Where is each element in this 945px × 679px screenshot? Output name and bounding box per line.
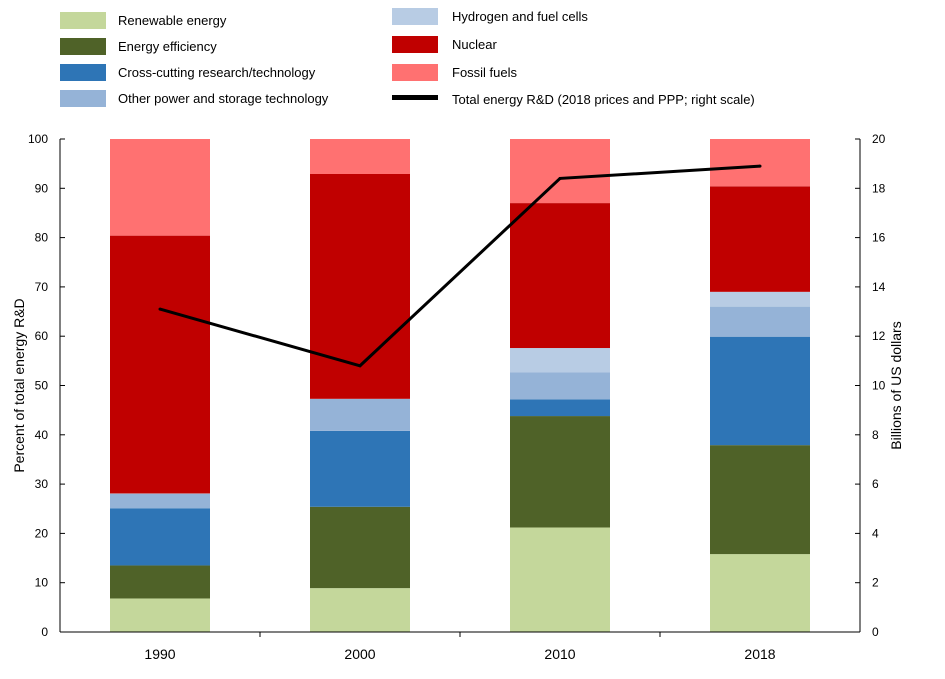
- y2-tick-label: 12: [872, 329, 886, 343]
- total-rd-line: [160, 166, 760, 366]
- y-axis-title: Percent of total energy R&D: [11, 298, 27, 472]
- y2-tick-label: 10: [872, 379, 886, 393]
- y2-axis-title: Billions of US dollars: [888, 321, 904, 449]
- legend-label: Fossil fuels: [452, 65, 518, 80]
- y2-tick-label: 14: [872, 280, 886, 294]
- y2-tick-label: 16: [872, 231, 886, 245]
- bar-segment-2000-0: [310, 588, 410, 632]
- y2-tick-label: 6: [872, 477, 879, 491]
- bar-segment-2018-3: [710, 307, 810, 337]
- legend-label: Energy efficiency: [118, 39, 217, 54]
- bar-segment-1990-1: [110, 565, 210, 598]
- x-tick-label: 1990: [144, 646, 175, 662]
- y-tick-label: 50: [35, 379, 49, 393]
- total-rd-point-2018: [759, 165, 762, 168]
- bar-segment-2010-6: [510, 139, 610, 203]
- legend-label: Cross-cutting research/technology: [118, 65, 316, 80]
- total-rd-point-1990: [159, 308, 162, 311]
- x-tick-label: 2010: [544, 646, 575, 662]
- y-tick-label: 70: [35, 280, 49, 294]
- bar-segment-1990-5: [110, 236, 210, 494]
- legend-label: Other power and storage technology: [118, 91, 329, 106]
- legend-label: Hydrogen and fuel cells: [452, 9, 588, 24]
- bar-segment-2018-1: [710, 445, 810, 554]
- bar-segment-2018-4: [710, 292, 810, 307]
- legend-swatch-4: [392, 8, 438, 25]
- line-layer: [159, 165, 762, 368]
- y2-tick-label: 18: [872, 181, 886, 195]
- y-tick-label: 30: [35, 477, 49, 491]
- bar-segment-2000-2: [310, 431, 410, 507]
- bar-segment-2010-1: [510, 416, 610, 527]
- y2-tick-label: 0: [872, 625, 879, 639]
- legend-label: Nuclear: [452, 37, 497, 52]
- y2-tick-label: 8: [872, 428, 879, 442]
- legend: Renewable energy Energy efficiency Cross-c…: [60, 8, 755, 107]
- bar-segment-2010-4: [510, 348, 610, 372]
- x-tick-label: 2000: [344, 646, 375, 662]
- x-tick-label: 2018: [744, 646, 775, 662]
- legend-swatch-3: [60, 90, 106, 107]
- y-tick-label: 100: [28, 132, 48, 146]
- legend-label: Renewable energy: [118, 13, 227, 28]
- total-rd-point-2010: [559, 177, 562, 180]
- bar-segment-1990-0: [110, 598, 210, 632]
- bar-segment-1990-6: [110, 139, 210, 236]
- y-tick-label: 60: [35, 329, 49, 343]
- bar-segment-2000-6: [310, 139, 410, 174]
- total-rd-point-2000: [359, 364, 362, 367]
- bar-segment-2000-3: [310, 399, 410, 431]
- legend-swatch-6: [392, 64, 438, 81]
- bars: [110, 139, 810, 632]
- y-tick-label: 10: [35, 576, 49, 590]
- legend-line-swatch: [392, 95, 438, 100]
- bar-segment-1990-3: [110, 494, 210, 508]
- y-tick-label: 20: [35, 526, 49, 540]
- bar-segment-2010-3: [510, 372, 610, 399]
- legend-label-line: Total energy R&D (2018 prices and PPP; r…: [452, 92, 755, 107]
- legend-swatch-0: [60, 12, 106, 29]
- y2-tick-label: 20: [872, 132, 886, 146]
- bar-segment-2010-0: [510, 527, 610, 632]
- bar-segment-2018-2: [710, 337, 810, 445]
- bar-segment-2018-5: [710, 186, 810, 292]
- y2-tick-label: 4: [872, 526, 879, 540]
- y-tick-label: 80: [35, 231, 49, 245]
- y2-tick-label: 2: [872, 576, 879, 590]
- y-tick-label: 90: [35, 181, 49, 195]
- bar-segment-1990-2: [110, 508, 210, 565]
- bar-segment-2000-1: [310, 507, 410, 588]
- bar-segment-2010-5: [510, 203, 610, 348]
- legend-swatch-1: [60, 38, 106, 55]
- bar-segment-2018-6: [710, 139, 810, 186]
- bar-segment-2018-0: [710, 554, 810, 632]
- y-tick-label: 40: [35, 428, 49, 442]
- bar-segment-2010-2: [510, 399, 610, 416]
- legend-swatch-5: [392, 36, 438, 53]
- legend-swatch-2: [60, 64, 106, 81]
- y-tick-label: 0: [41, 625, 48, 639]
